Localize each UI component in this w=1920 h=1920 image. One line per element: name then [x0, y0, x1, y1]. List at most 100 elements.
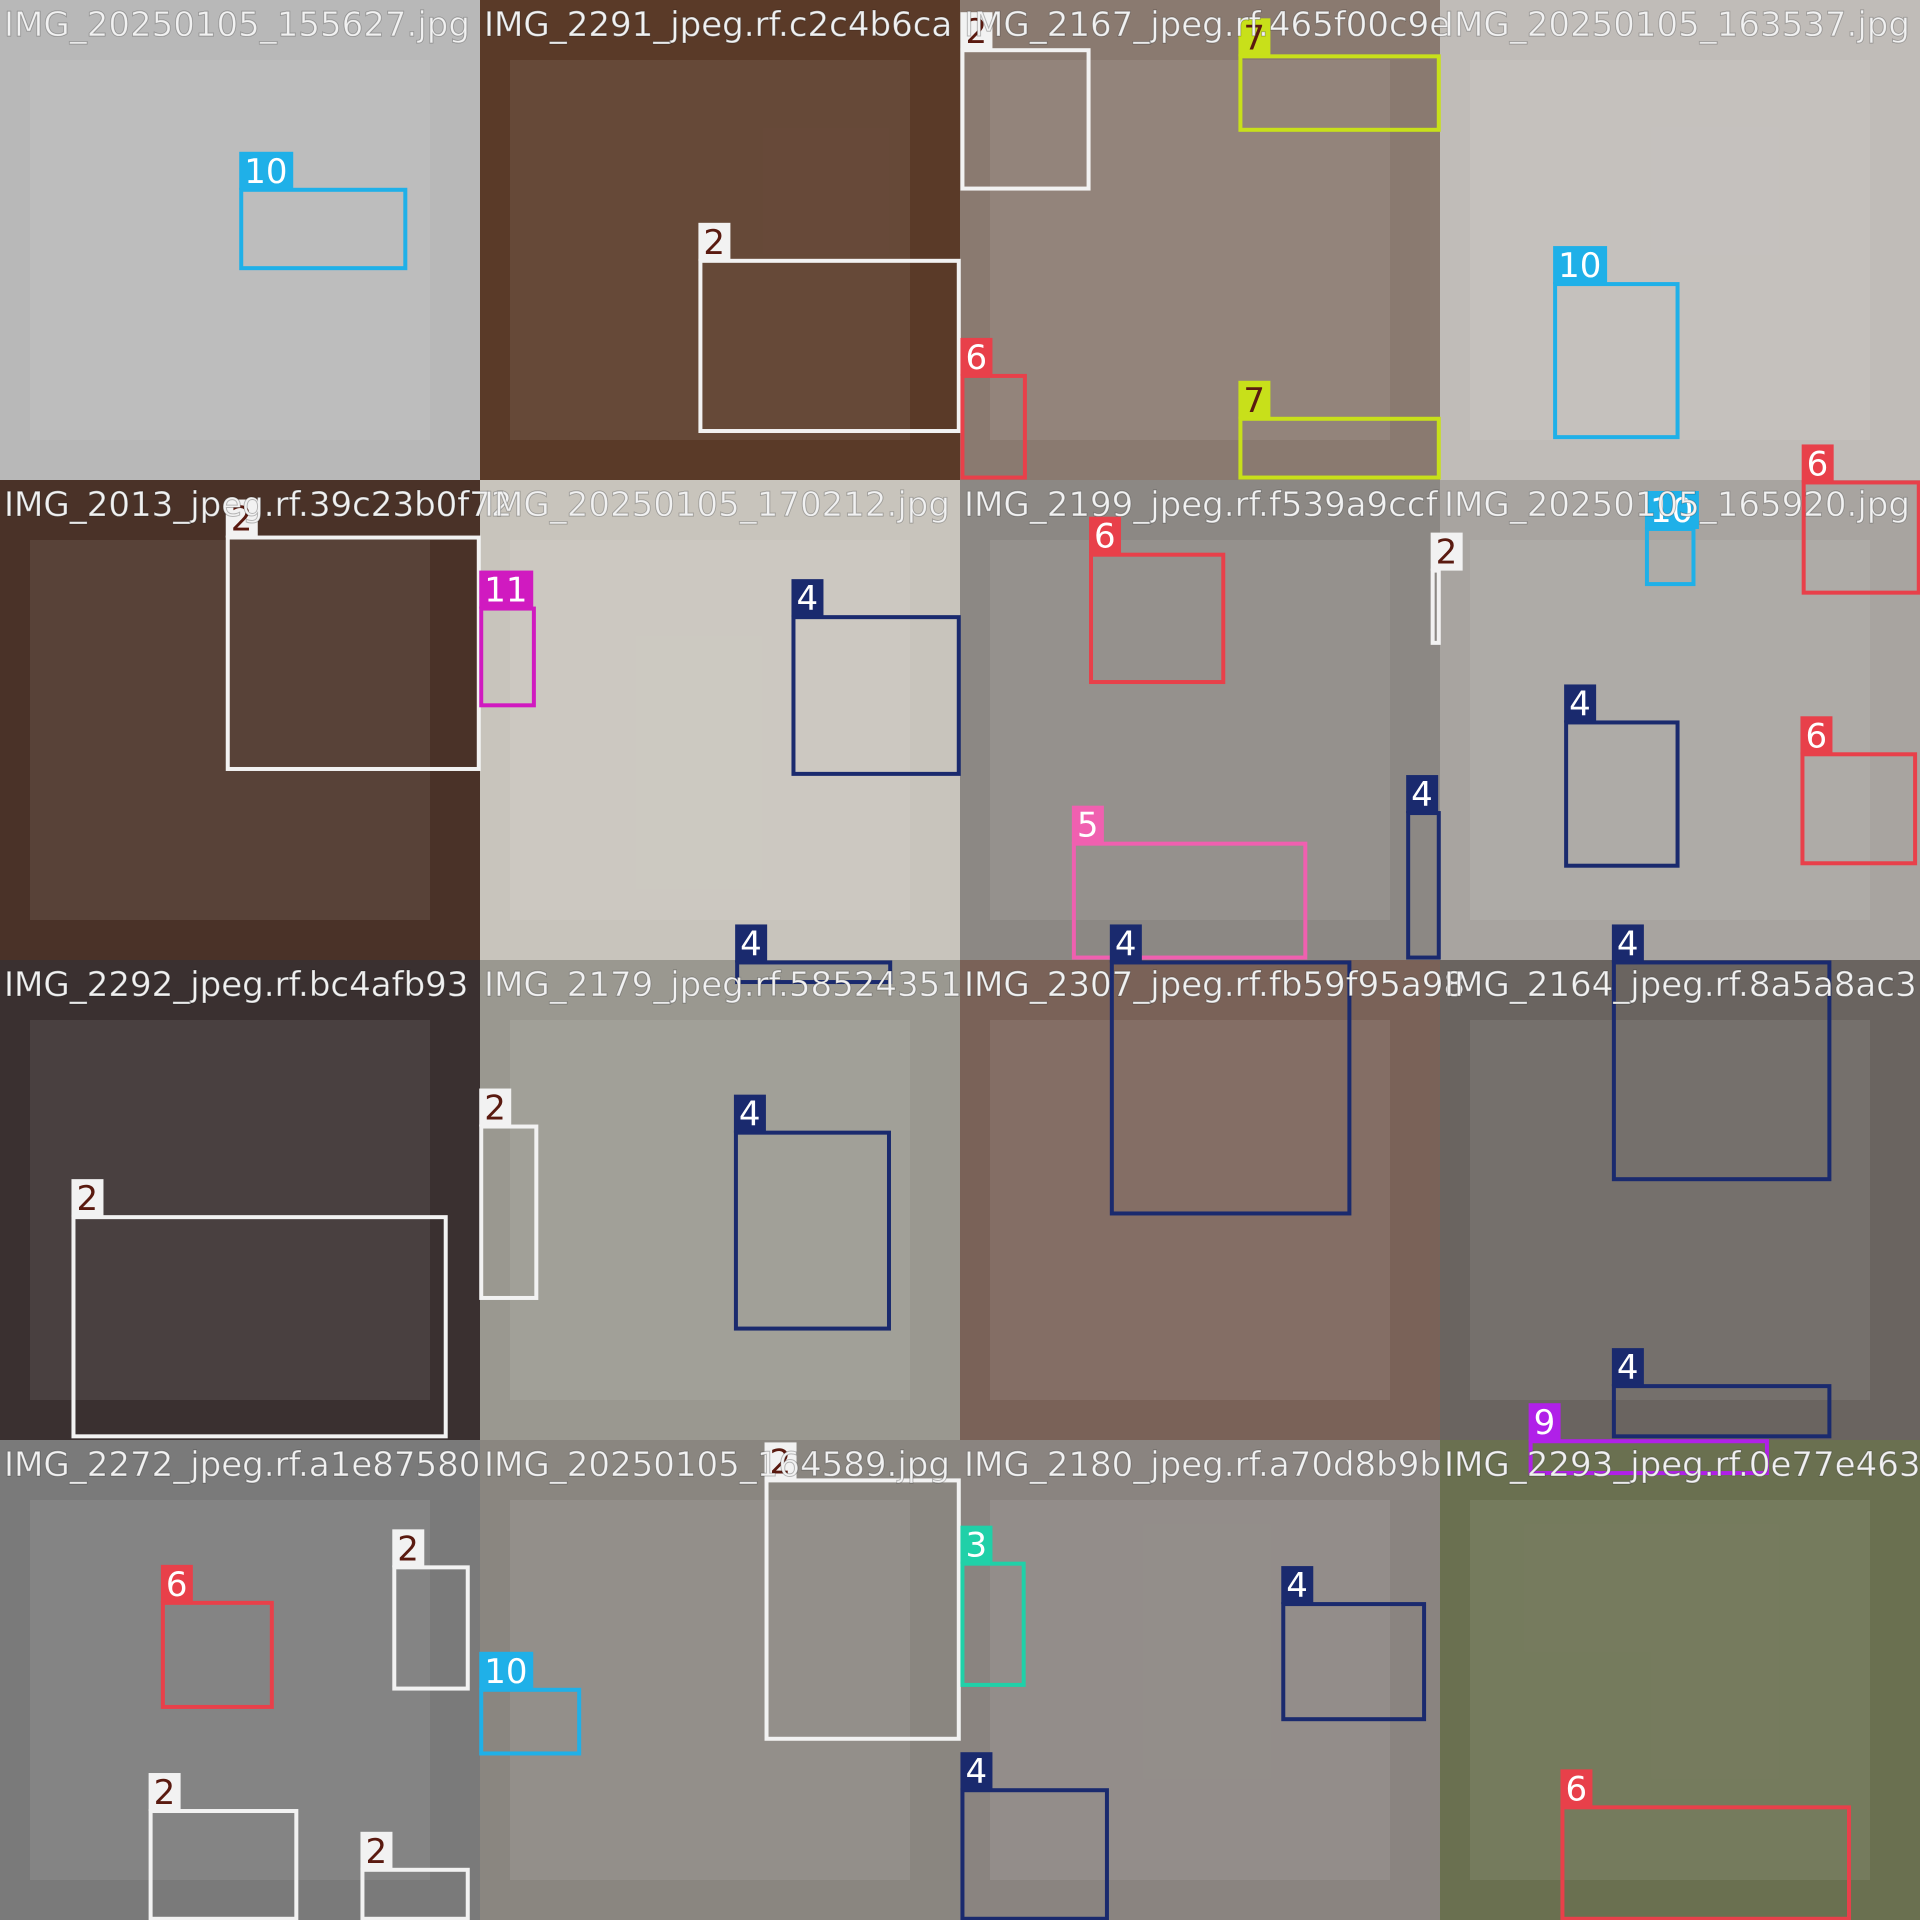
label-background	[1089, 516, 1122, 555]
label-background	[960, 1525, 993, 1564]
tile-image	[1440, 1440, 1920, 1920]
tile-title: IMG_2291_jpeg.rf.c2c4b6ca	[484, 5, 952, 45]
label-background	[1801, 444, 1834, 483]
box-label: 4	[965, 1752, 987, 1792]
label-background	[764, 1442, 797, 1481]
label-background	[479, 1651, 534, 1690]
tile-title: IMG_2307_jpeg.rf.fb59f95a98	[964, 965, 1465, 1005]
bounding-box	[71, 1215, 448, 1439]
label-background	[1611, 1348, 1644, 1387]
tile-image	[960, 1440, 1440, 1920]
label-background	[1800, 716, 1833, 755]
tile-title: IMG_2179_jpeg.rf.58524351	[484, 965, 962, 1005]
label-background	[791, 579, 824, 618]
bounding-box	[1560, 1805, 1851, 1920]
box-label: 6	[166, 1565, 188, 1605]
box-label: 4	[1115, 924, 1137, 964]
box-label: 2	[76, 1179, 98, 1219]
bounding-box	[160, 1600, 274, 1709]
label-background	[1644, 490, 1699, 529]
tile-shade	[30, 1500, 430, 1880]
box-label: 6	[1565, 1769, 1587, 1809]
tile-title: IMG_2292_jpeg.rf.bc4afb93	[4, 965, 468, 1005]
box-label: 2	[365, 1832, 387, 1872]
bounding-box	[1281, 1602, 1427, 1722]
label-background	[1564, 684, 1597, 723]
label-background	[960, 1752, 993, 1791]
box-label: 9	[1534, 1403, 1556, 1443]
bounding-box	[1611, 960, 1832, 1182]
box-label: 2	[231, 500, 253, 540]
bounding-box	[791, 615, 961, 776]
box-label: 4	[796, 579, 818, 619]
tile-image	[0, 1440, 480, 1920]
label-background	[160, 1564, 193, 1603]
tile-title: IMG_2272_jpeg.rf.a1e87580	[4, 1445, 480, 1485]
box-label: 11	[484, 571, 527, 611]
tile-image	[480, 1440, 960, 1920]
tile-shade	[1470, 60, 1870, 440]
bounding-box	[1109, 960, 1352, 1216]
tile-title: IMG_2180_jpeg.rf.a70d8b9b	[964, 1445, 1441, 1485]
box-label: 10	[244, 152, 287, 192]
tile-shade	[990, 60, 1390, 440]
tile-image	[0, 480, 480, 960]
label-background	[1109, 924, 1142, 963]
box-label: 4	[740, 924, 762, 964]
bounding-box	[1528, 1439, 1769, 1476]
label-background	[360, 1831, 393, 1870]
box-label: 4	[1286, 1566, 1308, 1606]
bounding-box	[148, 1809, 299, 1920]
box-label: 4	[739, 1095, 761, 1135]
bounding-box	[360, 1867, 470, 1920]
label-background	[71, 1179, 104, 1218]
label-background	[1553, 246, 1608, 285]
label-background	[1281, 1566, 1314, 1605]
label-background	[1406, 775, 1439, 814]
tile-shade	[510, 1020, 910, 1400]
tile-title: IMG_2013_jpeg.rf.39c23b0f72	[4, 485, 513, 525]
label-background	[392, 1529, 425, 1568]
box-label: 7	[1243, 381, 1265, 421]
bounding-box	[735, 960, 893, 985]
tile-image	[960, 960, 1440, 1440]
box-label: 2	[965, 12, 987, 52]
box-label: 4	[1617, 924, 1639, 964]
box-label: 4	[1569, 684, 1591, 724]
bounding-box	[960, 1561, 1026, 1687]
box-label: 2	[154, 1773, 176, 1813]
label-background	[479, 570, 534, 609]
label-background	[148, 1773, 181, 1812]
box-label: 4	[1617, 1348, 1639, 1388]
bounding-box	[1238, 416, 1441, 480]
tile-shade	[990, 1020, 1390, 1400]
bounding-box	[764, 1478, 961, 1741]
bounding-box	[733, 1130, 891, 1331]
tile-title: IMG_20250105_163537.jpg	[1444, 5, 1910, 45]
box-label: 10	[1650, 491, 1693, 531]
bounding-box	[960, 373, 1027, 480]
bounding-box	[1800, 752, 1918, 866]
label-background	[1071, 805, 1104, 844]
tile-shade	[30, 60, 430, 440]
label-background	[735, 924, 768, 963]
bounding-box	[225, 535, 481, 771]
label-background	[479, 1088, 512, 1127]
tile-title: IMG_2167_jpeg.rf.465f00c9e	[964, 5, 1450, 45]
box-label: 2	[397, 1529, 419, 1569]
label-background	[1430, 532, 1463, 571]
bounding-box	[1071, 841, 1308, 960]
label-background	[960, 337, 993, 376]
tile-title: IMG_2293_jpeg.rf.0e77e463	[1444, 1445, 1920, 1485]
tile-shade	[990, 540, 1390, 920]
label-background	[1611, 924, 1644, 963]
box-label: 2	[484, 1089, 506, 1129]
label-background	[1238, 18, 1271, 57]
box-label: 2	[1436, 533, 1458, 573]
tile-image	[960, 0, 1440, 480]
label-background	[1238, 380, 1271, 419]
box-label: 4	[1411, 775, 1433, 815]
tile-image	[480, 480, 960, 960]
